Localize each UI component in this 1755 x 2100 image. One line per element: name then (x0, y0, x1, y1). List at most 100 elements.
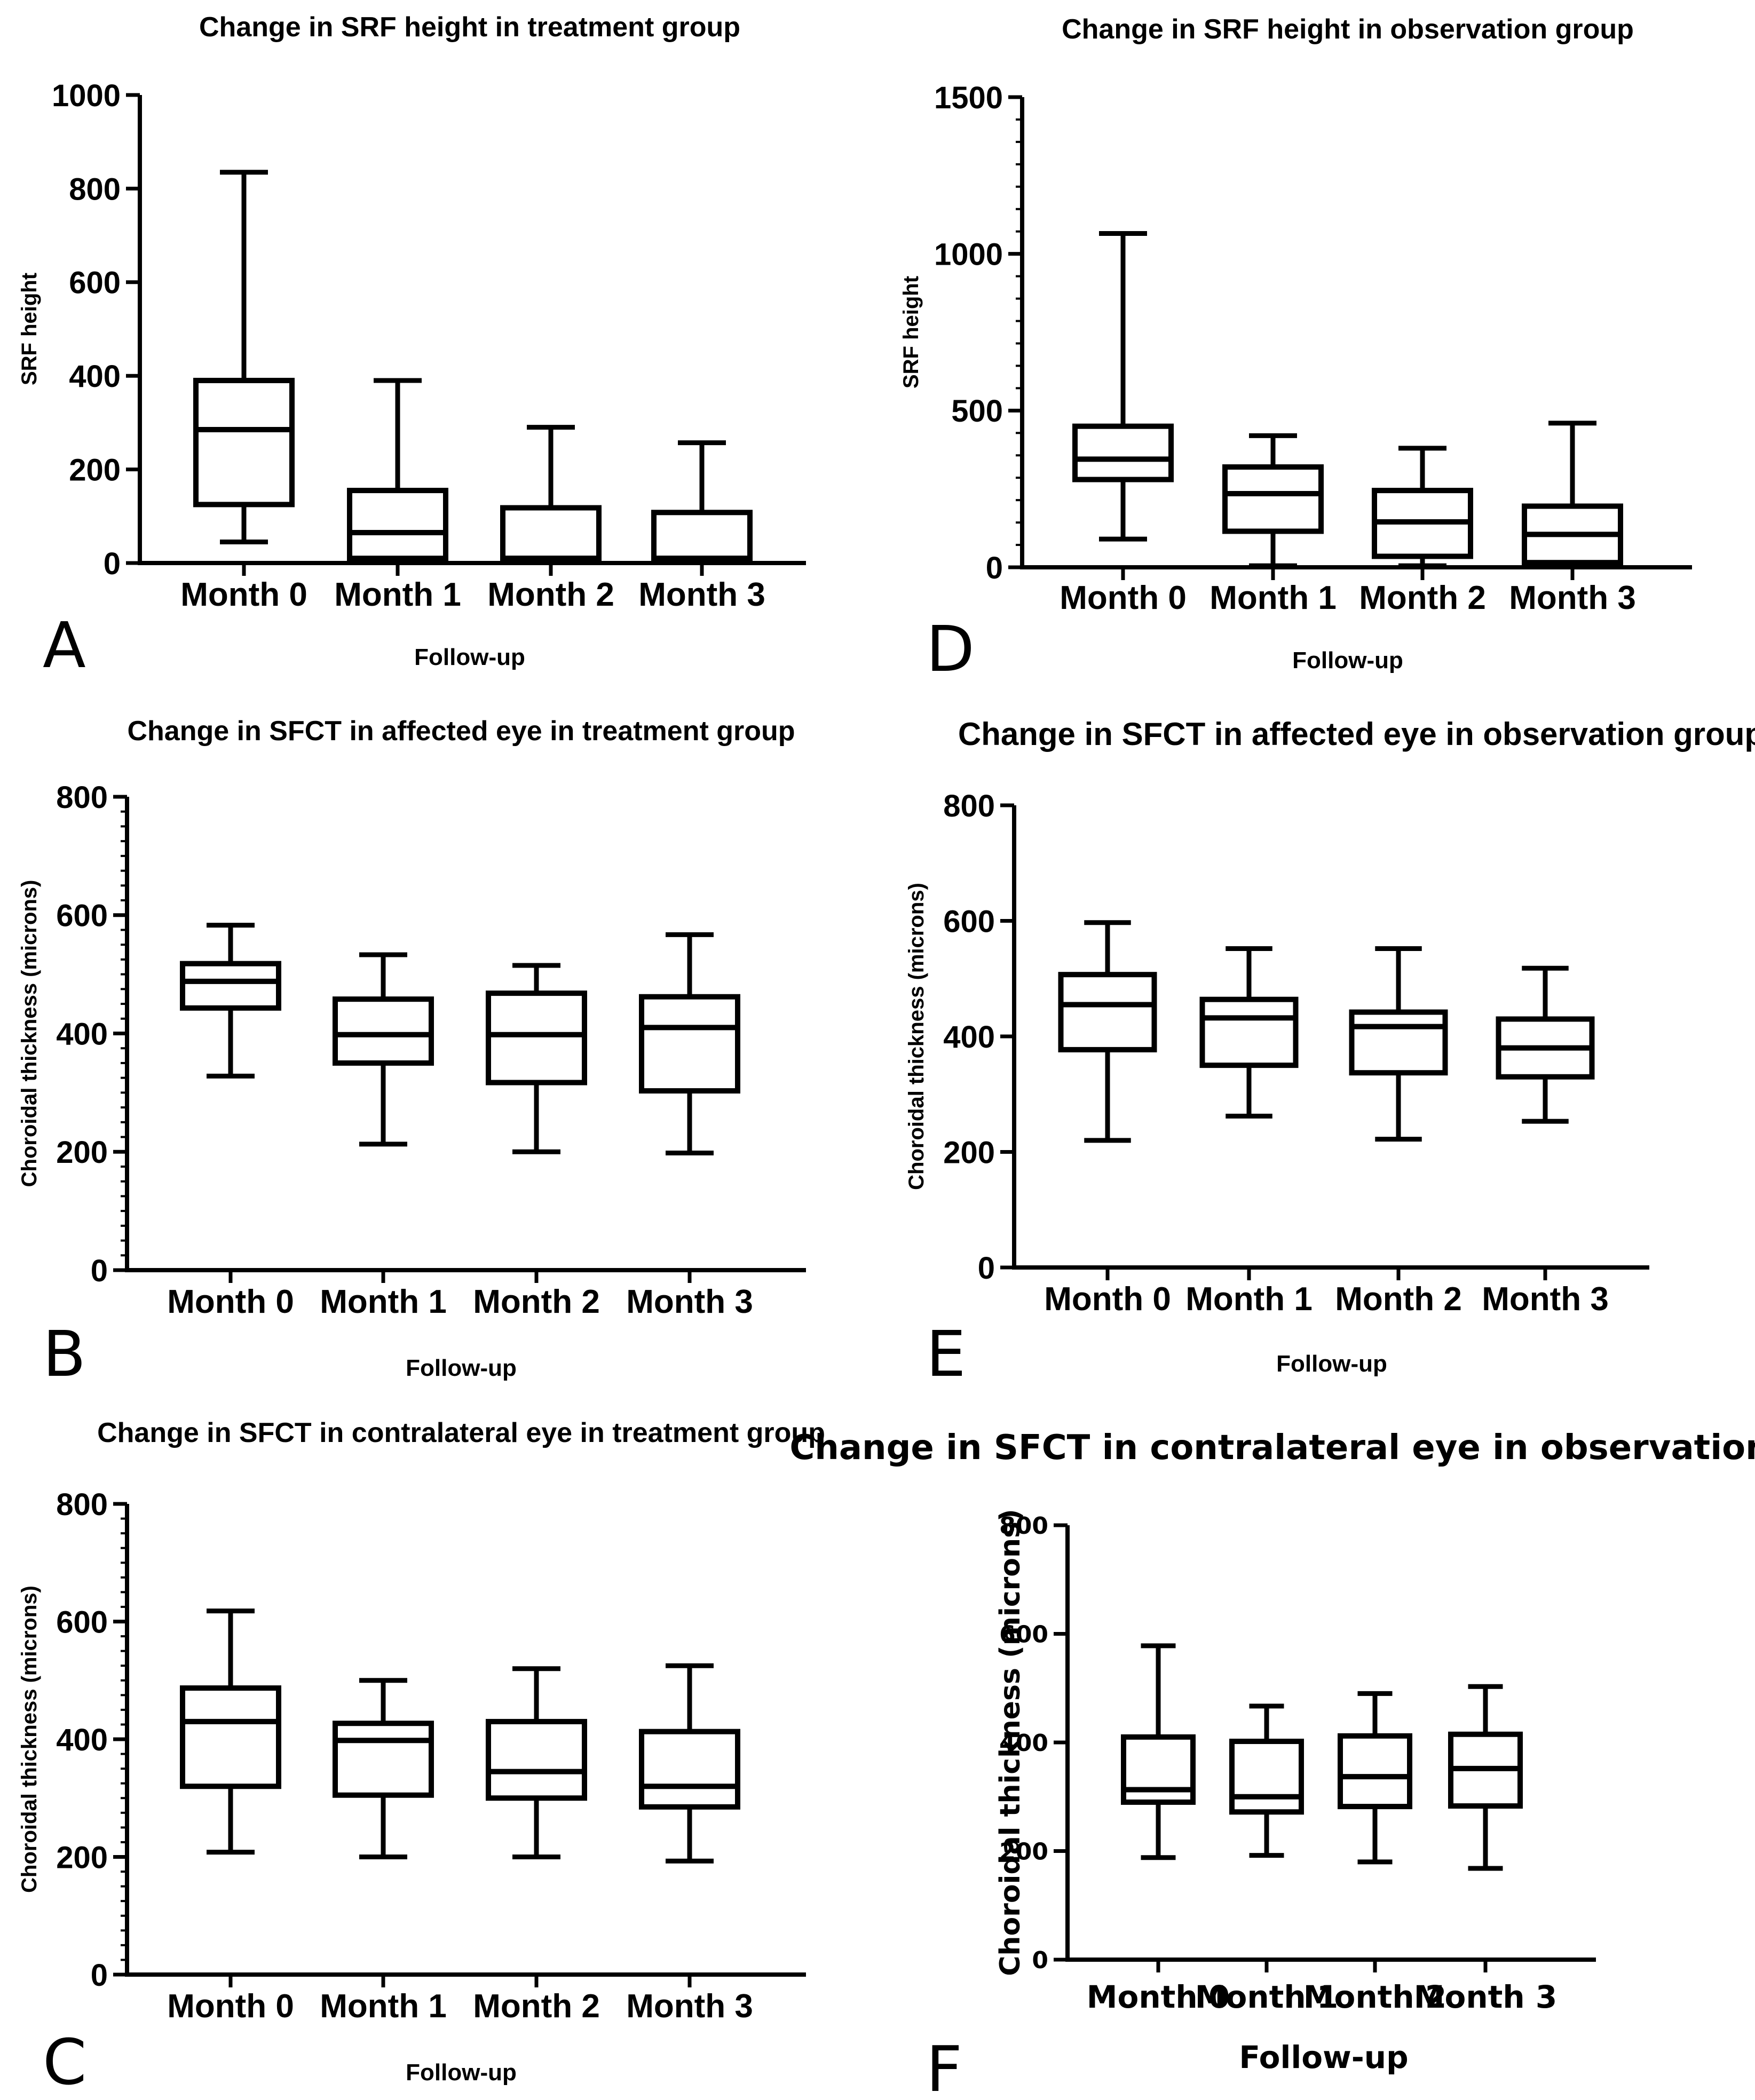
panel-c-x-tick-label: Month 3 (626, 1988, 753, 2025)
panel-f-x-tick-label: Month 1 (1195, 1979, 1338, 2015)
panel-d-box-0 (1072, 231, 1174, 542)
panel-c-y-tick-label: 600 (56, 1605, 108, 1639)
panel-a-box-0 (193, 170, 295, 545)
panel-e-x-tick-label: Month 0 (1044, 1281, 1171, 1318)
panel-a-iqr-box (347, 488, 448, 561)
panel-e-y-tick-label: 400 (943, 1020, 995, 1055)
panel-f-x-axis-label: Follow-up (1239, 2039, 1408, 2075)
panel-b-y-tick-label: 800 (56, 780, 108, 815)
panel-c-y-tick-label: 200 (56, 1840, 108, 1875)
panel-d-y-tick-label: 500 (951, 394, 1003, 429)
panel-f-y-tick-label: 600 (999, 1621, 1048, 1648)
panel-a-y-tick-label: 200 (69, 453, 121, 487)
panel-e-y-axis-label: Choroidal thickness (microns) (905, 883, 928, 1190)
panel-d-letter: D (926, 612, 975, 686)
panel-b-x-tick-label: Month 1 (320, 1283, 447, 1320)
panel-a-x-tick-label: Month 0 (180, 576, 307, 613)
panel-c-title: Change in SFCT in contralateral eye in t… (97, 1417, 825, 1448)
panel-b-title: Change in SFCT in affected eye in treatm… (127, 716, 795, 747)
panel-d-y-tick-label: 1500 (934, 81, 1003, 115)
panel-e-letter: E (926, 1317, 966, 1391)
panel-e-title: Change in SFCT in affected eye in observ… (958, 716, 1755, 752)
panel-a-iqr-box (651, 510, 753, 561)
panel-c-x-axis-label: Follow-up (406, 2059, 517, 2086)
panel-d-y-tick-label: 0 (986, 551, 1003, 585)
panel-a-y-tick-label: 800 (69, 172, 121, 207)
panel-b-x-tick-label: Month 0 (167, 1283, 294, 1320)
panel-c-iqr-box (333, 1721, 434, 1798)
panel-f-y-tick-label: 800 (999, 1512, 1048, 1540)
panel-e-x-tick-label: Month 2 (1335, 1281, 1462, 1318)
panel-b-y-tick-label: 200 (56, 1135, 108, 1170)
panel-f-iqr-box (1338, 1733, 1412, 1810)
panel-b-box-0 (180, 923, 281, 1079)
panel-b-y-axis-label: Choroidal thickness (microns) (18, 880, 41, 1187)
panel-e-box-3 (1496, 965, 1595, 1124)
panel-f-y-tick-label: 200 (999, 1838, 1048, 1865)
panel-c-y-tick-label: 400 (56, 1723, 108, 1757)
panel-b-chart: Change in SFCT in affected eye in treatm… (18, 716, 806, 1391)
panel-f-x-tick-label: Month 0 (1087, 1979, 1230, 2015)
panel-d-iqr-box (1072, 423, 1174, 482)
panel-e-x-tick-label: Month 3 (1482, 1281, 1609, 1318)
panel-d-y-tick-label: 1000 (934, 237, 1003, 272)
panel-c-y-tick-label: 800 (56, 1487, 108, 1522)
panel-e-chart: Change in SFCT in affected eye in observ… (905, 716, 1755, 1391)
panel-b-x-tick-label: Month 3 (626, 1283, 753, 1320)
panel-d-x-tick-label: Month 0 (1060, 580, 1187, 616)
panel-b-x-tick-label: Month 2 (473, 1283, 600, 1320)
panel-f-y-tick-label: 400 (999, 1730, 1048, 1757)
panel-a-y-axis-label: SRF height (18, 273, 41, 385)
panel-b-y-tick-label: 400 (56, 1017, 108, 1051)
panel-f-chart: Change in SFCT in contralateral eye in o… (789, 1428, 1755, 2100)
panel-f-box-3 (1448, 1684, 1523, 1871)
panel-a-y-tick-label: 0 (104, 546, 121, 581)
panel-a-iqr-box (500, 505, 602, 561)
panel-e-box-0 (1058, 920, 1157, 1143)
panel-a-y-tick-label: 1000 (52, 78, 121, 113)
panel-e-iqr-box (1349, 1009, 1448, 1076)
panel-d-iqr-box (1222, 464, 1324, 534)
panel-f-iqr-box (1229, 1738, 1304, 1815)
panel-c-x-tick-label: Month 2 (473, 1988, 600, 2025)
panel-a-y-tick-label: 400 (69, 359, 121, 394)
panel-e-iqr-box (1058, 972, 1157, 1052)
panel-b-iqr-box (486, 990, 587, 1085)
panel-d-x-tick-label: Month 2 (1359, 580, 1486, 616)
panel-d-title: Change in SRF height in observation grou… (1062, 14, 1634, 45)
panel-c-x-tick-label: Month 1 (320, 1988, 447, 2025)
panel-e-y-tick-label: 0 (978, 1251, 995, 1286)
panel-c-iqr-box (639, 1729, 740, 1810)
panel-b-y-tick-label: 0 (91, 1254, 108, 1288)
panel-a-y-tick-label: 600 (69, 266, 121, 300)
panel-a-title: Change in SRF height in treatment group (199, 12, 740, 43)
panel-b-y-tick-label: 600 (56, 899, 108, 933)
panel-f-title: Change in SFCT in contralateral eye in o… (789, 1428, 1755, 1468)
panel-d-chart: Change in SRF height in observation grou… (899, 14, 1692, 686)
panel-c-chart: Change in SFCT in contralateral eye in t… (18, 1417, 825, 2099)
panel-b-iqr-box (639, 994, 740, 1094)
panel-a-x-tick-label: Month 1 (334, 576, 461, 613)
panel-e-x-axis-label: Follow-up (1276, 1351, 1387, 1377)
panel-f-y-axis-label: Choroidal thickness (microns) (994, 1509, 1026, 1976)
panel-e-y-tick-label: 200 (943, 1135, 995, 1170)
panel-e-y-tick-label: 600 (943, 904, 995, 939)
panel-c-box-3 (639, 1663, 740, 1864)
panel-c-iqr-box (180, 1685, 281, 1789)
panel-f-x-tick-label: Month 2 (1303, 1979, 1446, 2015)
panel-a-chart: Change in SRF height in treatment group 0… (18, 12, 806, 682)
panel-d-box-2 (1372, 446, 1473, 568)
panel-f-letter: F (926, 2032, 962, 2100)
panel-c-y-tick-label: 0 (91, 1958, 108, 1993)
panel-a-box-3 (651, 440, 753, 564)
panel-c-box-2 (486, 1666, 587, 1859)
panel-a-letter: A (43, 608, 86, 682)
panel-f-y-tick-label: 0 (1032, 1947, 1048, 1974)
panel-b-x-axis-label: Follow-up (406, 1355, 517, 1381)
panel-e-box-1 (1199, 946, 1299, 1119)
panel-a-box-2 (500, 425, 602, 564)
panel-c-letter: C (43, 2025, 86, 2099)
panel-d-box-1 (1222, 433, 1324, 568)
panel-f-x-tick-label: Month 3 (1414, 1979, 1557, 2015)
